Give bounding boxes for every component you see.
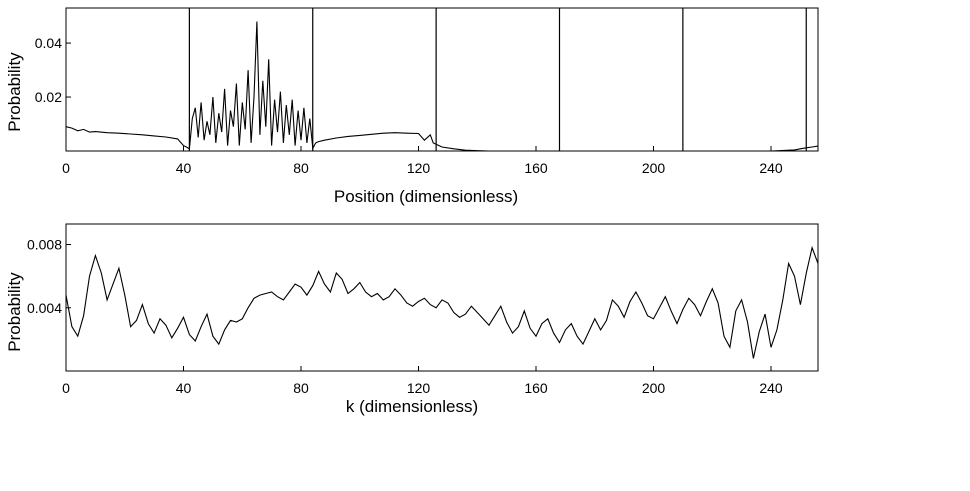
series-line <box>65 245 819 359</box>
y-tick-label: 0.04 <box>35 35 62 51</box>
x-tick-label: 160 <box>524 380 548 396</box>
plot-frame <box>65 223 819 372</box>
region-boundaries <box>188 8 807 151</box>
y-tick-label: 0.004 <box>27 300 62 316</box>
x-tick-label: 40 <box>176 380 192 396</box>
x-axis-label: k (dimensionless) <box>346 397 478 416</box>
y-axis-label: Probability <box>5 52 24 132</box>
x-tick-label: 40 <box>176 160 192 176</box>
x-axis-label: Position (dimensionless) <box>334 187 518 206</box>
y-tick-label: 0.008 <box>27 237 62 253</box>
plot-frame <box>65 7 819 152</box>
x-tick-label: 200 <box>642 160 666 176</box>
x-tick-label: 240 <box>759 160 783 176</box>
y-ticks: 0.004 0.008 <box>27 237 71 316</box>
x-ticks: 0 40 80 120 160 200 240 <box>62 146 783 176</box>
x-tick-label: 160 <box>524 160 548 176</box>
x-tick-label: 120 <box>407 380 431 396</box>
x-tick-label: 240 <box>759 380 783 396</box>
x-tick-label: 80 <box>293 160 309 176</box>
x-ticks: 0 40 80 120 160 200 240 <box>62 366 783 396</box>
y-axis-label: Probability <box>5 272 24 352</box>
x-tick-label: 0 <box>62 380 70 396</box>
x-tick-label: 80 <box>293 380 309 396</box>
y-tick-label: 0.02 <box>35 89 62 105</box>
x-tick-label: 120 <box>407 160 431 176</box>
x-tick-label: 200 <box>642 380 666 396</box>
k-probability-chart: 0 40 80 120 160 200 240 0.004 0.008 k (dimensio… <box>5 223 819 416</box>
y-ticks: 0.02 0.04 <box>35 35 71 105</box>
series-line <box>65 21 819 152</box>
x-tick-label: 0 <box>62 160 70 176</box>
position-probability-chart: 0 40 80 120 160 200 240 0.02 0.04 Position (dim… <box>5 7 819 206</box>
